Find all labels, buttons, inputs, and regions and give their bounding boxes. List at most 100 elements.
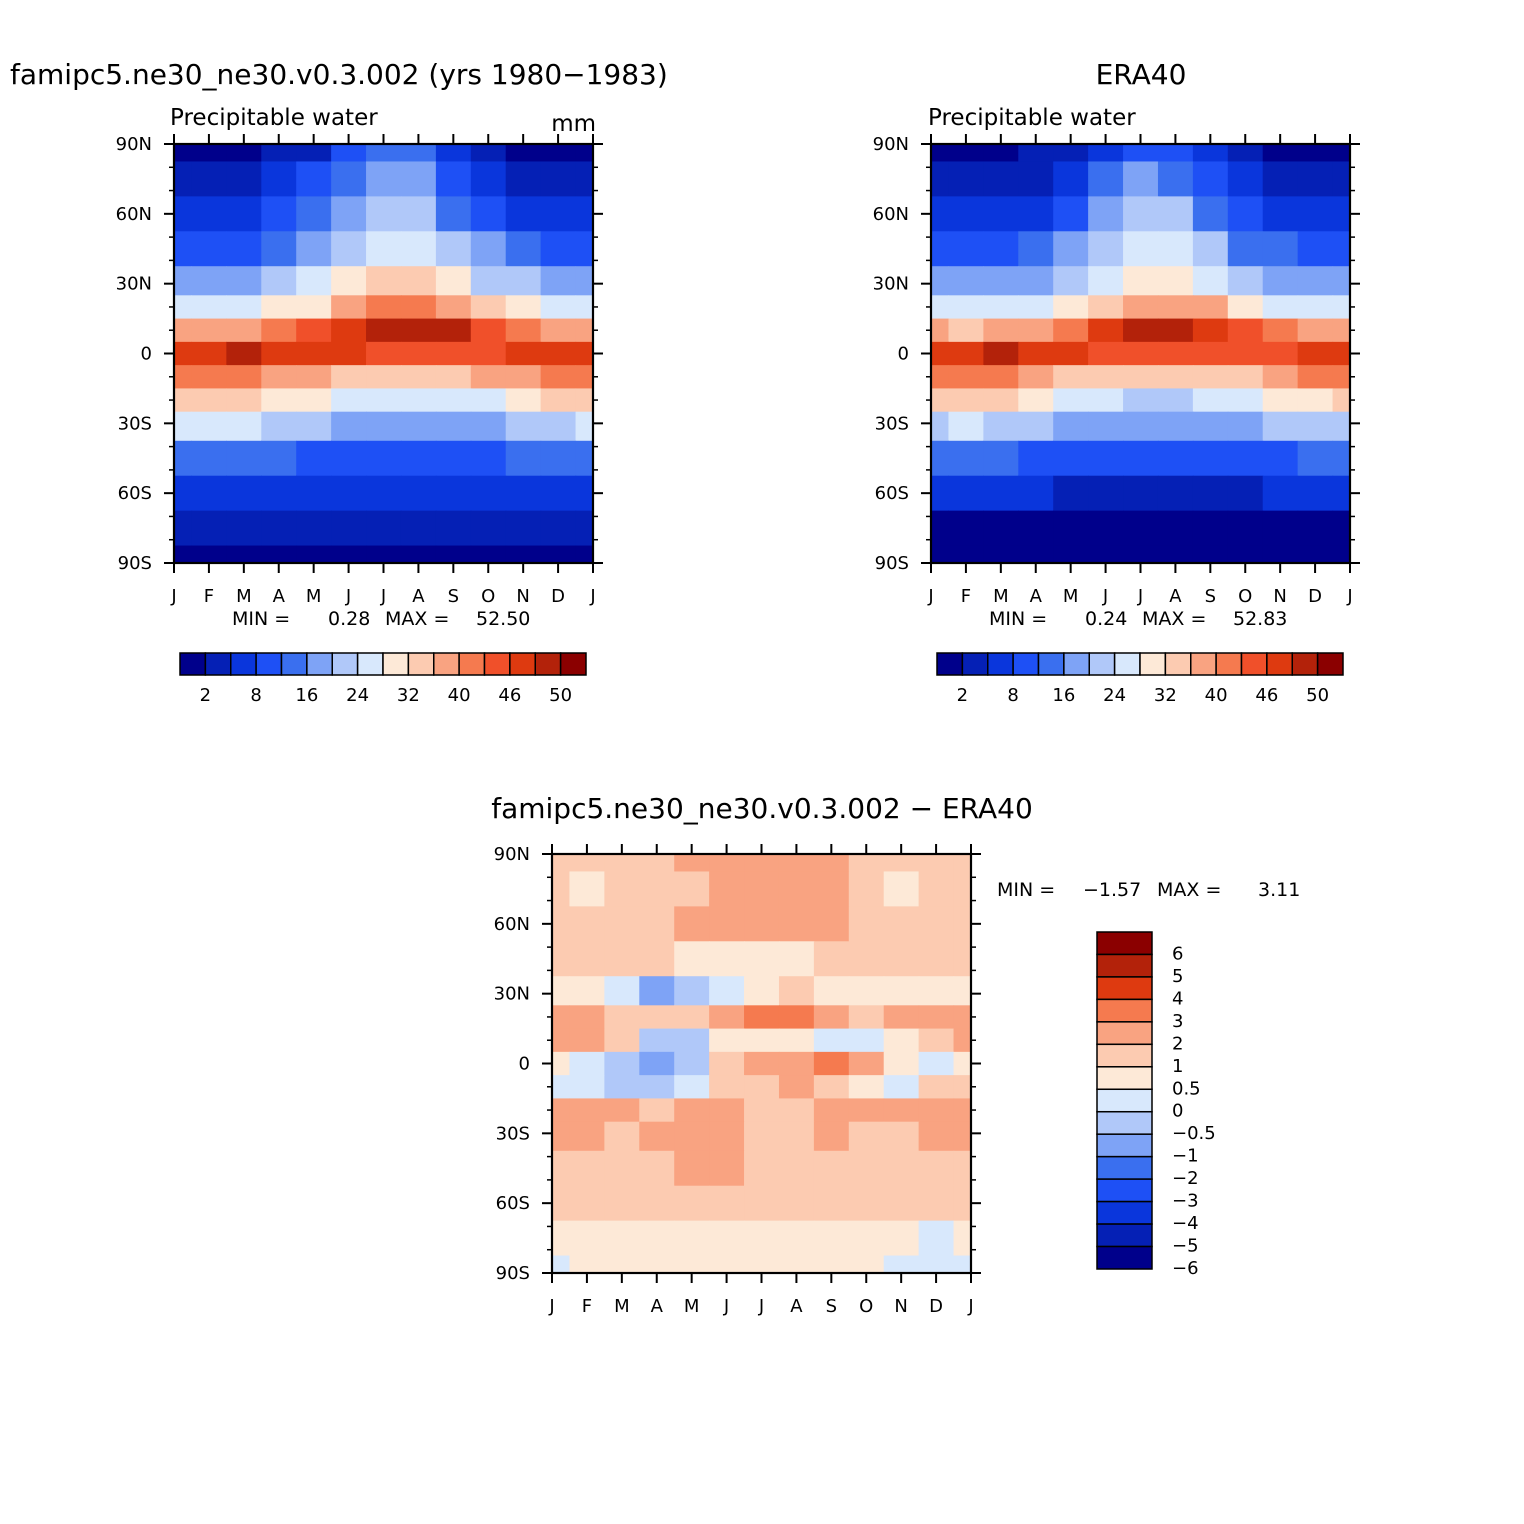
contour-cell — [470, 365, 507, 390]
contour-cell — [931, 196, 950, 232]
colorbar-label: 8 — [250, 685, 261, 706]
contour-cell — [953, 1121, 972, 1152]
x-tick-label: M — [614, 1296, 630, 1317]
colorbar-swatch — [1096, 1200, 1153, 1225]
contour-cell — [778, 1028, 815, 1053]
y-tick-label: 30S — [875, 413, 909, 434]
colorbar-label: 16 — [295, 685, 318, 706]
contour-cell — [639, 871, 675, 907]
contour-cell — [953, 1185, 972, 1222]
contour-cell — [883, 1150, 920, 1187]
contour-cell — [848, 1075, 885, 1100]
contour-cell — [470, 266, 507, 296]
colorbar-swatch — [1096, 1133, 1153, 1158]
colorbar-swatch — [280, 652, 308, 676]
contour-cell — [400, 411, 437, 442]
contour-cell — [674, 1075, 710, 1100]
colorbar-swatch — [1190, 652, 1217, 676]
x-tick-label: A — [412, 586, 425, 607]
contour-cell — [1157, 266, 1194, 296]
colorbar-swatch — [559, 652, 587, 676]
x-tick-label: M — [306, 586, 322, 607]
contour-cell — [1297, 295, 1334, 320]
contour-cell — [296, 266, 332, 296]
contour-cell — [1088, 411, 1124, 442]
contour-cell — [1192, 318, 1229, 343]
colorbar-swatch — [1240, 652, 1268, 676]
contour-cell — [1297, 318, 1334, 343]
contour-cell — [1227, 318, 1264, 343]
y-tick-label: 30N — [116, 274, 152, 295]
contour-cell — [744, 1150, 780, 1187]
contour-cell — [744, 871, 780, 907]
contour-cell — [505, 196, 542, 232]
contour-cell — [778, 906, 815, 942]
contour-cell — [1123, 231, 1159, 267]
contour-cell — [953, 854, 972, 873]
contour-cell — [400, 266, 437, 296]
contour-cell — [366, 295, 402, 320]
contour-cell — [744, 854, 780, 873]
contour-cell — [191, 161, 227, 197]
contour-cell — [848, 1220, 885, 1257]
contour-cell — [435, 231, 472, 267]
contour-cell — [918, 1121, 955, 1152]
contour-cell — [918, 976, 955, 1006]
contour-cell — [1018, 266, 1054, 296]
contour-cell — [1088, 545, 1124, 564]
contour-cell — [366, 475, 402, 512]
contour-cell — [174, 144, 193, 163]
contour-cell — [261, 295, 297, 320]
x-tick-label: S — [448, 586, 459, 607]
contour-cell — [918, 1185, 955, 1222]
contour-cell — [1227, 196, 1264, 232]
contour-cell — [505, 365, 542, 390]
contour-cell — [931, 365, 950, 390]
contour-cell — [435, 144, 472, 163]
y-tick-label: 30S — [118, 413, 152, 434]
contour-cell — [1297, 475, 1334, 512]
contour-cell — [569, 1121, 605, 1152]
contour-cell — [575, 365, 594, 390]
contour-cell — [296, 161, 332, 197]
contour-cell — [331, 144, 367, 163]
contour-cell — [435, 440, 472, 477]
contour-cell — [540, 144, 577, 163]
contour-cell — [1088, 231, 1124, 267]
contour-cell — [174, 411, 193, 442]
contour-cell — [552, 1051, 571, 1076]
contour-cell — [1123, 388, 1159, 413]
contour-cell — [435, 341, 472, 366]
contour-cell — [931, 475, 950, 512]
contour-cell — [505, 388, 542, 413]
contour-cell — [848, 854, 885, 873]
contour-cell — [1332, 545, 1351, 564]
x-tick-label: J — [927, 586, 933, 607]
contour-cell — [953, 1051, 972, 1076]
contour-cell — [778, 1075, 815, 1100]
colorbar-label: 2 — [200, 685, 211, 706]
contour-cell — [848, 1150, 885, 1187]
contour-cell — [1018, 411, 1054, 442]
contour-cell — [813, 1255, 850, 1274]
contour-cell — [296, 295, 332, 320]
contour-cell — [174, 341, 193, 366]
colorbar-swatch — [1266, 652, 1293, 676]
x-tick-label: F — [582, 1296, 592, 1317]
contour-cell — [1157, 161, 1194, 197]
contour-cell — [296, 510, 332, 547]
contour-cell — [552, 1220, 571, 1257]
colorbar-swatch — [1096, 1223, 1153, 1248]
contour-cell — [191, 231, 227, 267]
colorbar-swatch — [987, 652, 1014, 676]
contour-cell — [848, 1185, 885, 1222]
contour-cell — [1262, 144, 1299, 163]
contour-cell — [674, 906, 710, 942]
x-tick-label: N — [1273, 586, 1286, 607]
contour-cell — [983, 161, 1019, 197]
colorbar-swatch — [458, 652, 486, 676]
era40-max-value: 52.83 — [1233, 608, 1287, 630]
contour-cell — [639, 1121, 675, 1152]
colorbar-swatch — [1139, 652, 1167, 676]
contour-cell — [540, 231, 577, 267]
